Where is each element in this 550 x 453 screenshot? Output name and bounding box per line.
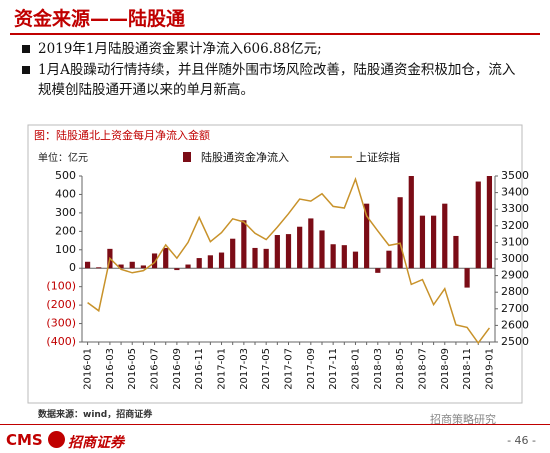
bar	[442, 203, 448, 269]
bar	[464, 268, 470, 288]
x-tick-label: 2017-09	[306, 348, 317, 390]
bar	[140, 265, 146, 269]
x-tick-label: 2016-09	[172, 348, 183, 390]
x-tick-label: 2018-11	[462, 348, 473, 390]
chart-title: 图：陆股通北上资金每月净流入金额	[34, 128, 210, 142]
bar	[419, 215, 426, 269]
bar	[241, 220, 247, 269]
watermark: 招商策略研究	[430, 413, 496, 426]
y-tick-label: 400	[55, 187, 76, 200]
y2-tick-label: 3200	[501, 219, 529, 232]
legend-swatch	[183, 152, 191, 162]
y2-tick-label: 2900	[501, 269, 529, 282]
x-tick-label: 2016-05	[127, 348, 138, 390]
logo-cn: 招商证券	[68, 435, 124, 451]
y-axis-label: 单位：亿元	[38, 151, 88, 164]
x-tick-label: 2018-09	[440, 348, 451, 390]
bar	[352, 251, 359, 269]
y-tick-label: 500	[55, 169, 76, 182]
x-tick-label: 2018-05	[395, 348, 406, 390]
bar	[129, 261, 135, 269]
bar	[185, 264, 191, 269]
bar	[196, 258, 202, 269]
bar	[297, 226, 303, 269]
x-tick-label: 2017-07	[284, 348, 295, 390]
x-tick-label: 2017-03	[239, 348, 250, 390]
bar	[230, 238, 236, 269]
bullet-marker	[22, 66, 30, 74]
logo-mark	[48, 431, 65, 448]
bar	[453, 235, 459, 269]
slide-title: 资金来源——陆股通	[14, 8, 186, 30]
bar	[96, 267, 102, 269]
bar	[163, 247, 169, 269]
bullet-text: 1月A股躁动行情持续，并且伴随外围市场风险改善，陆股通资金积极加仓，流入规模创陆…	[38, 62, 516, 98]
bar	[319, 230, 325, 269]
bar	[308, 218, 314, 269]
legend-label: 上证综指	[356, 150, 400, 164]
bar	[118, 264, 124, 269]
bar	[397, 197, 403, 269]
title-rule	[10, 33, 540, 35]
y2-tick-label: 3000	[501, 252, 529, 265]
x-tick-label: 2017-11	[328, 348, 339, 390]
y2-tick-label: 3400	[501, 186, 529, 199]
bullet-marker	[22, 45, 30, 53]
bar	[364, 203, 370, 269]
bar	[375, 268, 381, 273]
x-tick-label: 2017-01	[217, 348, 228, 390]
bar	[174, 268, 180, 271]
source-note: 数据来源：wind，招商证券	[38, 410, 153, 420]
logo-en: CMS	[6, 431, 43, 449]
bar	[207, 255, 213, 269]
index-line	[87, 176, 491, 345]
bar	[408, 176, 414, 269]
bar	[151, 253, 158, 269]
bar	[341, 245, 347, 269]
y-tick-label: (300)	[46, 317, 76, 330]
x-tick-label: 2018-01	[350, 348, 361, 390]
y-tick-label: (400)	[46, 335, 76, 348]
x-tick-label: 2016-07	[150, 348, 161, 390]
bar	[330, 244, 336, 269]
y2-tick-label: 2800	[501, 285, 529, 298]
x-tick-label: 2018-07	[417, 348, 428, 390]
y2-tick-label: 3100	[501, 235, 529, 248]
x-tick-label: 2016-01	[83, 348, 94, 390]
y2-tick-label: 3500	[501, 169, 529, 182]
y2-tick-label: 2600	[501, 318, 529, 331]
x-tick-label: 2016-03	[105, 348, 116, 390]
x-tick-label: 2018-03	[373, 348, 384, 390]
y-tick-label: 100	[55, 243, 76, 256]
bar	[84, 261, 91, 269]
bullet-text: 2019年1月陆股通资金累计净流入606.88亿元;	[38, 41, 322, 57]
x-tick-label: 2019-01	[484, 348, 495, 390]
x-tick-label: 2017-05	[261, 348, 272, 390]
y-tick-label: (200)	[46, 298, 76, 311]
x-tick-label: 2016-11	[194, 348, 205, 390]
y2-tick-label: 2700	[501, 302, 529, 315]
bar	[263, 248, 269, 269]
bar	[486, 176, 493, 269]
y2-tick-label: 3300	[501, 202, 529, 215]
bar	[218, 252, 225, 269]
bar	[274, 235, 280, 269]
bar	[285, 234, 292, 269]
page-number: - 46 -	[507, 434, 536, 447]
footer-rule	[0, 424, 550, 425]
y-tick-label: 0	[69, 261, 76, 274]
bar	[252, 247, 258, 269]
bar	[475, 181, 481, 269]
y2-tick-label: 2500	[501, 335, 529, 348]
y-tick-label: 200	[55, 224, 76, 237]
y-tick-label: 300	[55, 206, 76, 219]
bar	[386, 250, 392, 269]
bar	[431, 215, 437, 269]
y-tick-label: (100)	[46, 280, 76, 293]
legend-label: 陆股通资金净流入	[201, 150, 289, 164]
